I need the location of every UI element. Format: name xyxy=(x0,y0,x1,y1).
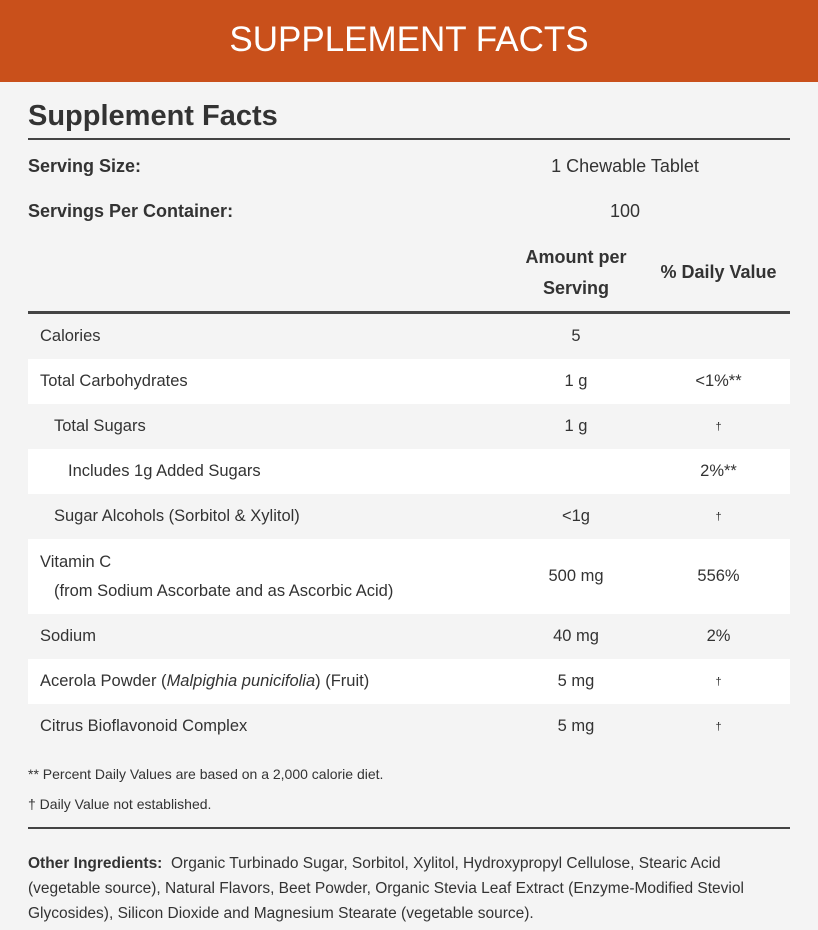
amount: <1g xyxy=(562,507,590,525)
name-text: Sugar Alcohols (Sorbitol & Xylitol) xyxy=(54,507,300,525)
nutrient-table: Calories 5 Total Carbohydrates 1 g <1%** Tota… xyxy=(28,314,790,749)
amount: 40 mg xyxy=(553,627,599,645)
name-part: Malpighia punicifolia xyxy=(166,672,316,690)
daily-value: † xyxy=(715,420,722,433)
name-text: Sodium xyxy=(40,627,96,645)
nutrient-row: Sodium 40 mg 2% xyxy=(28,614,790,659)
name-part: ) (Fruit) xyxy=(315,672,370,690)
facts-title: Supplement Facts xyxy=(28,82,790,140)
value: 1 Chewable Tablet xyxy=(551,156,699,176)
nutrient-name: Acerola Powder (Malpighia punicifolia) (… xyxy=(28,672,505,691)
footnote: ** Percent Daily Values are based on a 2… xyxy=(28,766,384,782)
footnote: † Daily Value not established. xyxy=(28,796,212,812)
daily-value: 2%** xyxy=(700,462,737,480)
nutrient-name: Total Carbohydrates xyxy=(28,372,505,391)
amount-header: Amount per Serving xyxy=(505,242,647,304)
servings-per-container: Servings Per Container: 100 xyxy=(28,189,790,234)
daily-value: <1%** xyxy=(695,372,742,390)
nutrient-name: Calories xyxy=(28,327,505,346)
amount: 5 mg xyxy=(557,672,595,690)
name-text: Vitamin C xyxy=(40,552,112,571)
facts-panel: Supplement Facts Serving Size: 1 Chewable… xyxy=(28,82,790,926)
nutrient-name: Citrus Bioflavonoid Complex xyxy=(28,717,505,736)
nutrient-name: Vitamin C (from Sodium Ascorbate and as A… xyxy=(28,553,505,601)
nutrient-row: Calories 5 xyxy=(28,314,790,359)
name-text: Total Carbohydrates xyxy=(40,372,188,390)
header: SUPPLEMENT FACTS xyxy=(0,0,818,82)
dv-header: % Daily Value xyxy=(660,262,777,282)
name-text: Includes 1g Added Sugars xyxy=(68,462,261,480)
nutrient-row: Total Sugars 1 g † xyxy=(28,404,790,449)
amount: 500 mg xyxy=(548,567,604,585)
other-ingredients: Other Ingredients: Organic Turbinado Sug… xyxy=(28,827,790,926)
name-sub: (from Sodium Ascorbate and as Ascorbic A… xyxy=(54,581,394,600)
nutrient-row: Total Carbohydrates 1 g <1%** xyxy=(28,359,790,404)
column-header: Amount per Serving % Daily Value xyxy=(28,234,790,314)
name-text: Citrus Bioflavonoid Complex xyxy=(40,717,248,735)
nutrient-row: Includes 1g Added Sugars 2%** xyxy=(28,449,790,494)
amount: 5 mg xyxy=(557,717,595,735)
daily-value: 2% xyxy=(706,627,731,645)
amount: 5 xyxy=(571,327,581,345)
name-text: Total Sugars xyxy=(54,417,146,435)
label: Other Ingredients: xyxy=(28,855,163,872)
nutrient-row: Citrus Bioflavonoid Complex 5 mg † xyxy=(28,704,790,749)
text: Organic Turbinado Sugar, Sorbitol, Xylit… xyxy=(28,855,744,922)
serving-size: Serving Size: 1 Chewable Tablet xyxy=(28,144,790,189)
nutrient-row: Sugar Alcohols (Sorbitol & Xylitol) <1g † xyxy=(28,494,790,539)
daily-value: 556% xyxy=(697,567,740,585)
daily-value: † xyxy=(715,510,722,523)
text: Amount per xyxy=(525,246,627,267)
value: 100 xyxy=(609,201,641,221)
label: Serving Size: xyxy=(28,156,142,176)
nutrient-name: Includes 1g Added Sugars xyxy=(28,462,505,481)
amount: 1 g xyxy=(564,417,588,435)
nutrient-row: Vitamin C (from Sodium Ascorbate and as A… xyxy=(28,539,790,614)
name-part: Acerola Powder ( xyxy=(40,672,167,690)
nutrient-name: Total Sugars xyxy=(28,417,505,436)
label: Servings Per Container: xyxy=(28,201,234,221)
nutrient-name: Sugar Alcohols (Sorbitol & Xylitol) xyxy=(28,507,505,526)
daily-value: † xyxy=(715,720,722,733)
daily-value: † xyxy=(715,675,722,688)
amount: 1 g xyxy=(564,372,588,390)
nutrient-row: Acerola Powder (Malpighia punicifolia) (… xyxy=(28,659,790,704)
text: Serving xyxy=(542,277,610,298)
name-text: Calories xyxy=(40,327,101,345)
nutrient-name: Sodium xyxy=(28,627,505,646)
